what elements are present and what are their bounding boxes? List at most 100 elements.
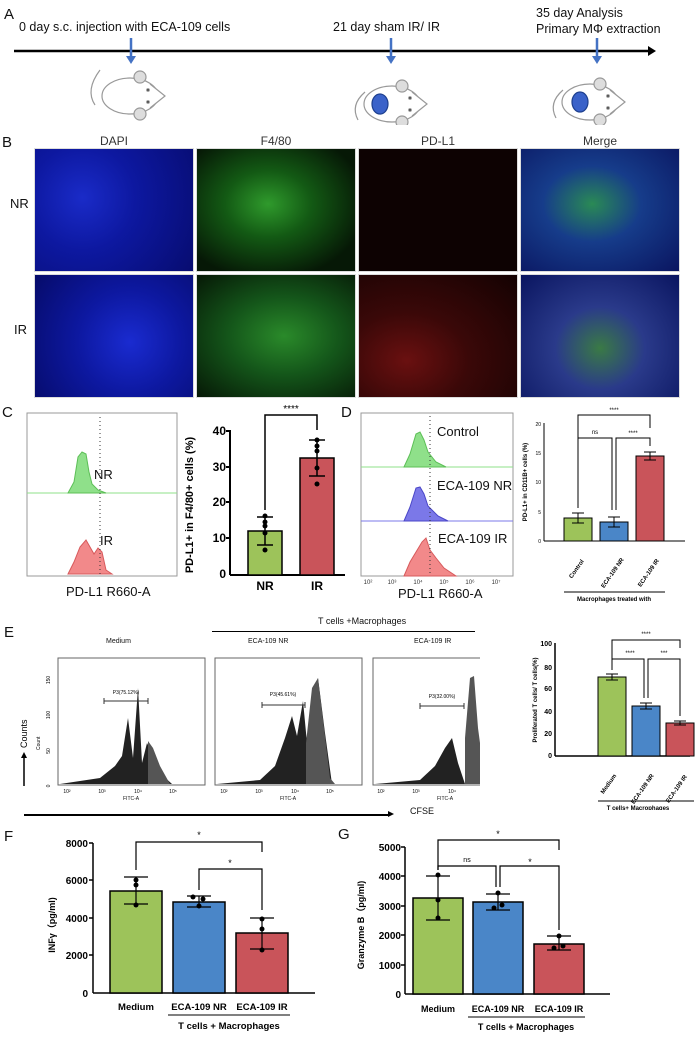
image-dapi-ir bbox=[34, 274, 194, 398]
svg-text:30: 30 bbox=[213, 460, 227, 474]
svg-text:***: *** bbox=[660, 651, 668, 657]
cfse-label: CFSE bbox=[410, 806, 435, 816]
series-label-control: Control bbox=[437, 424, 479, 439]
svg-text:Count: Count bbox=[36, 736, 42, 750]
svg-text:T cells + Macrophages: T cells + Macrophages bbox=[178, 1021, 280, 1032]
panel-label-b: B bbox=[2, 134, 13, 151]
svg-text:10⁴: 10⁴ bbox=[291, 789, 299, 793]
svg-text:ns: ns bbox=[463, 857, 471, 864]
svg-text:5000: 5000 bbox=[379, 843, 402, 854]
image-merge-ir bbox=[520, 274, 680, 398]
svg-text:100: 100 bbox=[46, 711, 52, 720]
svg-text:****: **** bbox=[625, 651, 635, 657]
svg-text:*: * bbox=[197, 830, 201, 840]
e-group-line bbox=[212, 631, 475, 632]
timeline-diagram bbox=[14, 38, 656, 125]
svg-text:60: 60 bbox=[544, 686, 552, 693]
svg-text:8000: 8000 bbox=[66, 839, 89, 850]
svg-text:10⁵: 10⁵ bbox=[326, 789, 334, 793]
svg-text:Proliferated T cells/ T cells(: Proliferated T cells/ T cells(%) bbox=[533, 657, 539, 742]
svg-text:10⁴: 10⁴ bbox=[134, 789, 142, 793]
row-label-ir: IR bbox=[14, 322, 27, 337]
svg-text:Macrophages treated with: Macrophages treated with bbox=[577, 597, 651, 603]
chart-g-bar: 5000 4000 3000 2000 1000 0 * ns * Medium ECA-… bbox=[356, 830, 610, 1032]
svg-text:100: 100 bbox=[540, 641, 552, 648]
svg-text:10⁵: 10⁵ bbox=[439, 579, 449, 586]
svg-text:20: 20 bbox=[544, 731, 552, 738]
svg-text:10⁶: 10⁶ bbox=[465, 579, 475, 586]
svg-text:Granzyme B（pg/ml): Granzyme B（pg/ml) bbox=[356, 881, 366, 970]
svg-text:ECA-109 NR: ECA-109 NR bbox=[601, 557, 626, 590]
image-f480-nr bbox=[196, 148, 356, 272]
svg-text:2000: 2000 bbox=[66, 951, 89, 962]
timeline-event-2-line2: Primary MΦ extraction bbox=[536, 22, 661, 36]
row-label-nr: NR bbox=[10, 196, 29, 211]
svg-text:80: 80 bbox=[544, 665, 552, 672]
svg-text:0: 0 bbox=[82, 989, 88, 1000]
svg-text:NR: NR bbox=[256, 579, 274, 590]
column-header-merge: Merge bbox=[582, 134, 617, 148]
svg-text:*: * bbox=[228, 858, 232, 868]
svg-text:40: 40 bbox=[544, 709, 552, 716]
svg-text:50: 50 bbox=[46, 748, 52, 754]
e-panel-title-nr: ECA-109 NR bbox=[248, 638, 289, 645]
timeline-event-0: 0 day s.c. injection with ECA-109 cells bbox=[19, 20, 231, 34]
series-label-nr: NR bbox=[94, 467, 113, 482]
e-group-label: T cells +Macrophages bbox=[318, 616, 407, 626]
svg-text:PD-L1+ in CD11B+ cells (%): PD-L1+ in CD11B+ cells (%) bbox=[523, 443, 529, 521]
svg-text:10²: 10² bbox=[220, 789, 228, 793]
svg-text:0: 0 bbox=[395, 990, 401, 1001]
svg-text:10³: 10³ bbox=[412, 789, 420, 793]
chart-c-bar: 40 30 20 10 0 **** NR IR PD-L1+ in F4/80+ ce… bbox=[184, 404, 345, 590]
svg-text:*: * bbox=[496, 830, 500, 839]
image-merge-nr bbox=[520, 148, 680, 272]
svg-text:10⁷: 10⁷ bbox=[492, 579, 501, 586]
svg-text:5: 5 bbox=[538, 510, 541, 516]
c-hist-xlabel: PD-L1 R660-A bbox=[66, 584, 151, 599]
svg-text:Medium: Medium bbox=[600, 773, 618, 795]
panel-label-g: G bbox=[338, 826, 350, 843]
svg-text:****: **** bbox=[641, 632, 651, 638]
panel-label-e: E bbox=[4, 624, 15, 641]
image-pdl1-nr bbox=[358, 148, 518, 272]
e-xlabel-3: FITC-A bbox=[437, 796, 454, 802]
svg-text:*: * bbox=[528, 857, 532, 867]
column-header-pdl1: PD-L1 bbox=[420, 134, 455, 148]
svg-text:ECA-109 IR: ECA-109 IR bbox=[236, 1002, 287, 1013]
svg-text:20: 20 bbox=[213, 495, 227, 509]
chart-d-bar: 20 15 10 5 0 **** ns **** Control ECA-109 NR… bbox=[523, 408, 685, 603]
svg-text:0: 0 bbox=[548, 753, 552, 760]
svg-text:0: 0 bbox=[219, 567, 226, 581]
svg-text:T cells+ Macrophages: T cells+ Macrophages bbox=[607, 806, 670, 810]
series-label-ir: IR bbox=[100, 533, 113, 548]
svg-text:ns: ns bbox=[592, 430, 598, 436]
svg-text:INFγ（pg/ml): INFγ（pg/ml) bbox=[47, 897, 57, 953]
svg-text:10²: 10² bbox=[63, 789, 71, 793]
svg-text:10⁴: 10⁴ bbox=[413, 579, 423, 586]
svg-text:Counts: Counts bbox=[19, 719, 29, 748]
svg-text:15: 15 bbox=[535, 451, 541, 457]
mouse-icon bbox=[90, 69, 166, 121]
svg-text:2000: 2000 bbox=[379, 931, 402, 942]
e-xlabel-1: FITC-A bbox=[123, 796, 140, 802]
panel-label-f: F bbox=[4, 828, 14, 845]
svg-text:10⁵: 10⁵ bbox=[169, 789, 177, 793]
svg-text:Control: Control bbox=[569, 559, 586, 580]
mouse-with-tumor-icon bbox=[552, 77, 626, 125]
e-panel-title-medium: Medium bbox=[106, 638, 131, 645]
panel-label-d: D bbox=[341, 404, 352, 421]
svg-text:PD-L1+ in F4/80+ cells (%): PD-L1+ in F4/80+ cells (%) bbox=[184, 437, 196, 574]
e-xlabel-2: FITC-A bbox=[280, 796, 297, 802]
timeline-event-1: 21 day sham IR/ IR bbox=[333, 20, 440, 34]
e-panel-title-ir: ECA-109 IR bbox=[414, 638, 452, 645]
svg-text:10³: 10³ bbox=[388, 580, 397, 586]
image-f480-ir bbox=[196, 274, 356, 398]
image-dapi-nr bbox=[34, 148, 194, 272]
d-hist-xlabel: PD-L1 R660-A bbox=[398, 586, 483, 601]
svg-text:Medium: Medium bbox=[118, 1002, 154, 1013]
svg-text:ECA-109 IR: ECA-109 IR bbox=[535, 1004, 584, 1014]
svg-text:****: **** bbox=[283, 404, 299, 415]
svg-text:10²: 10² bbox=[364, 580, 373, 586]
svg-text:40: 40 bbox=[213, 424, 227, 438]
